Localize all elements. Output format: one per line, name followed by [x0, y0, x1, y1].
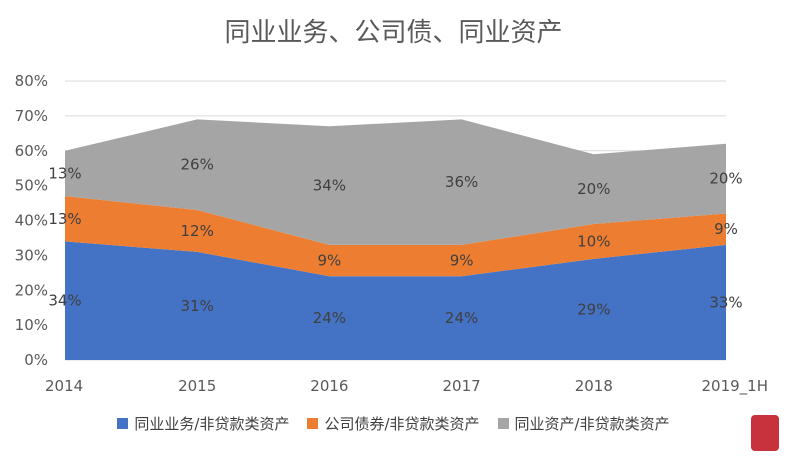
- data-label: 34%: [313, 177, 346, 195]
- x-tick-label: 2016: [310, 377, 348, 395]
- y-tick-label: 0%: [24, 351, 48, 369]
- data-label: 29%: [577, 300, 610, 318]
- legend-item: 同业业务/非贷款类资产: [117, 413, 289, 434]
- data-label: 36%: [445, 173, 478, 191]
- area-同业业务/非贷款类资产: [65, 241, 726, 360]
- legend-swatch: [307, 418, 319, 429]
- legend-item: 同业资产/非贷款类资产: [497, 413, 670, 434]
- data-label: 13%: [48, 164, 81, 182]
- area-同业资产/非贷款类资产: [65, 119, 726, 245]
- data-label: 31%: [181, 297, 214, 315]
- data-label: 34%: [48, 292, 81, 310]
- y-tick-label: 60%: [15, 142, 48, 160]
- y-tick-label: 70%: [15, 107, 48, 125]
- data-label: 9%: [450, 252, 474, 270]
- y-axis-ticks: 0% 10% 20% 30% 40% 50% 60% 70% 80%: [15, 72, 48, 369]
- y-tick-label: 40%: [15, 212, 48, 230]
- data-label: 13%: [48, 210, 81, 228]
- data-label: 24%: [445, 309, 478, 327]
- data-label: 33%: [709, 293, 742, 311]
- data-label: 12%: [181, 222, 214, 240]
- area-series: [65, 119, 726, 360]
- data-label: 26%: [181, 156, 214, 174]
- data-label: 20%: [577, 180, 610, 198]
- x-tick-label: 2015: [178, 377, 216, 395]
- chart-title: 同业业务、公司债、同业资产: [224, 18, 563, 48]
- y-tick-label: 50%: [15, 177, 48, 195]
- legend: 同业业务/非贷款类资产 公司债券/非贷款类资产 同业资产/非贷款类资产: [0, 413, 787, 434]
- data-labels: 34% 31% 24% 24% 29% 33% 13% 12% 9% 9% 10% 9% 13% 26% 3…: [48, 156, 742, 327]
- x-axis-ticks: 2014 2015 2016 2017 2018 2019_1H: [45, 377, 768, 396]
- data-label: 10%: [577, 232, 610, 250]
- area-公司债券/非贷款类资产: [65, 196, 726, 277]
- y-tick-label: 10%: [15, 316, 48, 334]
- x-tick-label: 2018: [575, 377, 613, 395]
- x-tick-label: 2017: [443, 377, 481, 395]
- legend-label: 同业资产/非贷款类资产: [514, 415, 670, 433]
- watermark-seal: [751, 415, 779, 451]
- x-tick-label: 2019_1H: [702, 377, 769, 396]
- y-tick-label: 20%: [15, 281, 48, 299]
- data-label: 20%: [709, 170, 742, 188]
- data-label: 9%: [714, 220, 738, 238]
- x-tick-label: 2014: [45, 377, 83, 395]
- legend-label: 同业业务/非贷款类资产: [134, 415, 290, 433]
- y-tick-label: 30%: [15, 246, 48, 264]
- legend-item: 公司债券/非贷款类资产: [307, 413, 480, 434]
- legend-swatch: [497, 418, 509, 429]
- data-label: 24%: [313, 309, 346, 327]
- legend-label: 公司债券/非贷款类资产: [324, 415, 480, 433]
- data-label: 9%: [318, 252, 342, 270]
- legend-swatch: [117, 418, 129, 429]
- y-tick-label: 80%: [15, 72, 48, 90]
